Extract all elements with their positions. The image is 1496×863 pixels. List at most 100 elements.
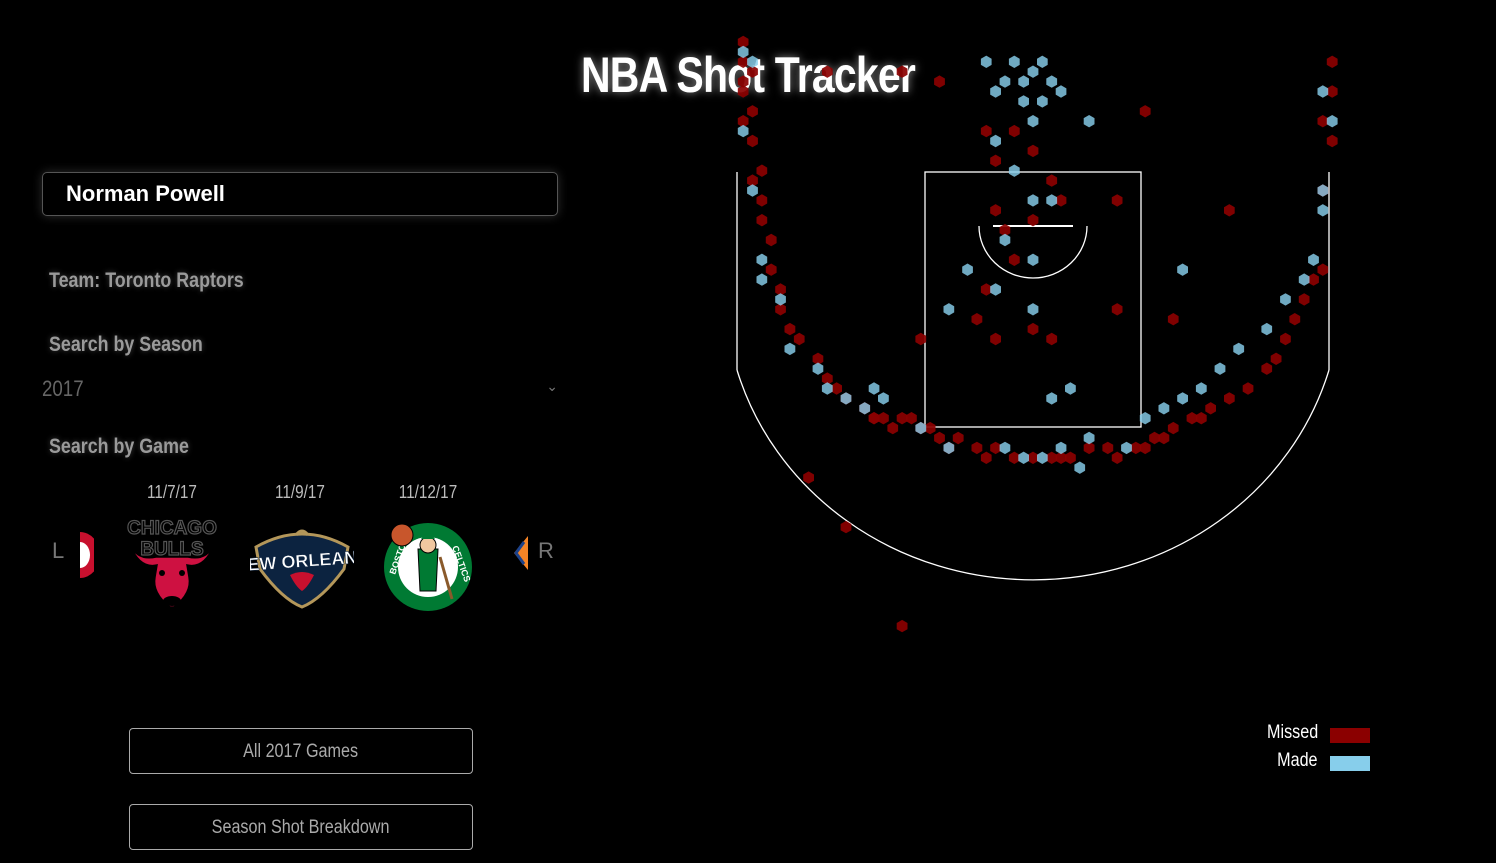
missed-shot-marker [747, 134, 758, 148]
missed-shot-marker [747, 174, 758, 187]
carousel-next-arrow[interactable]: R [538, 538, 554, 563]
missed-shot-marker [924, 421, 936, 435]
missed-shot-marker [999, 223, 1011, 237]
chevron-down-icon: ⌄ [546, 378, 558, 394]
missed-shot-marker [1224, 204, 1235, 217]
missed-shot-marker [1130, 441, 1142, 455]
restricted-area [978, 225, 1088, 279]
made-shot-marker [868, 382, 880, 395]
missed-shot-marker [1027, 214, 1039, 227]
missed-shot-marker [952, 431, 964, 445]
missed-shot-marker [1167, 313, 1179, 326]
page-title: NBA Shot Tracker [581, 47, 916, 103]
season-shot-breakdown-label: Season Shot Breakdown [212, 817, 390, 838]
missed-shot-marker [756, 214, 768, 227]
legend-missed-label: Missed [1266, 722, 1318, 743]
all-season-games-button[interactable]: All 2017 Games [129, 728, 473, 774]
missed-shot-marker [896, 619, 908, 633]
made-shot-marker [747, 184, 758, 197]
missed-shot-marker [868, 412, 880, 425]
season-select[interactable]: 2017 ⌄ [42, 372, 558, 406]
shot-markers [737, 35, 1338, 633]
missed-shot-marker [1317, 184, 1329, 197]
made-shot-marker [1261, 322, 1273, 336]
missed-shot-marker [1046, 174, 1058, 187]
made-shot-marker [1195, 382, 1207, 395]
missed-shot-marker [980, 451, 992, 464]
missed-shot-marker [1167, 421, 1179, 435]
missed-shot-marker [971, 313, 983, 326]
made-shot-marker [1046, 194, 1058, 207]
missed-shot-marker [1027, 144, 1039, 158]
made-shot-marker [784, 342, 796, 356]
missed-shot-marker [793, 332, 805, 346]
missed-shot-marker [812, 352, 824, 365]
team-label: Team: Toronto Raptors [49, 269, 244, 292]
missed-shot-marker [980, 124, 992, 138]
missed-shot-marker [1261, 362, 1273, 375]
missed-shot-marker [1102, 441, 1114, 455]
missed-shot-marker [747, 105, 758, 118]
missed-shot-marker [1326, 134, 1338, 148]
logo-text: CHICAGO [127, 518, 217, 539]
missed-shot-marker [821, 372, 833, 385]
made-shot-marker [1046, 392, 1058, 405]
made-shot-marker [990, 134, 1001, 148]
missed-shot-marker [1298, 293, 1310, 306]
game-card[interactable]: 11/7/17 CHICAGO BULLS [122, 482, 222, 615]
season-search-label: Search by Season [49, 333, 203, 356]
legend-missed: Missed [1250, 722, 1370, 744]
carousel-prev-arrow[interactable]: L [52, 538, 65, 563]
missed-shot-marker [1083, 441, 1095, 455]
missed-shot-marker [1046, 451, 1058, 464]
missed-shot-marker [1280, 332, 1291, 346]
missed-shot-marker [971, 441, 983, 455]
missed-shot-marker [934, 431, 945, 445]
made-shot-marker [1317, 204, 1329, 217]
missed-shot-marker [990, 332, 1001, 346]
missed-shot-marker [1317, 115, 1329, 128]
made-shot-marker [943, 303, 955, 316]
partial-team-logo-left [80, 532, 94, 578]
all-season-games-label: All 2017 Games [243, 741, 359, 762]
missed-shot-marker [1008, 451, 1020, 464]
made-shot-marker [990, 283, 1001, 296]
missed-shot-marker [756, 164, 768, 177]
made-shot-marker [1308, 253, 1319, 266]
missed-shot-marker [1242, 382, 1254, 395]
missed-shot-marker [1317, 263, 1329, 276]
missed-shot-marker [990, 441, 1001, 455]
game-date: 11/9/17 [275, 482, 325, 502]
game-card[interactable]: 11/12/17 BOSTON CELTICS [378, 482, 478, 615]
missed-shot-marker [1111, 303, 1123, 316]
boston-celtics-logo: BOSTON CELTICS [384, 523, 472, 611]
game-card[interactable]: 11/9/17 NEW ORLEANS [250, 482, 354, 615]
made-shot-marker [1158, 402, 1170, 415]
season-selected-value: 2017 [42, 376, 84, 401]
legend-made-label: Made [1277, 750, 1318, 771]
missed-shot-marker [1027, 451, 1039, 464]
missed-shot-marker [1008, 124, 1020, 138]
missed-shot-marker [1111, 194, 1123, 207]
missed-shot-marker [1205, 402, 1216, 415]
season-shot-breakdown-button[interactable]: Season Shot Breakdown [129, 804, 473, 850]
made-shot-marker [1008, 164, 1020, 177]
missed-shot-marker [887, 421, 899, 435]
made-shot-marker [756, 273, 768, 286]
made-shot-marker [1177, 263, 1188, 276]
player-search-input[interactable] [42, 172, 558, 216]
made-shot-marker [1214, 362, 1226, 375]
missed-shot-marker [756, 194, 768, 207]
missed-shot-marker [1270, 352, 1282, 365]
game-date: 11/12/17 [398, 482, 458, 502]
missed-shot-marker [915, 421, 927, 435]
made-shot-marker [999, 441, 1011, 455]
made-shot-marker [812, 362, 824, 375]
missed-shot-marker [943, 441, 955, 455]
made-shot-marker [1027, 194, 1039, 207]
missed-shot-marker [915, 332, 927, 346]
missed-shot-marker [906, 412, 917, 425]
made-shot-marker [915, 421, 927, 435]
missed-shot-marker [1111, 451, 1123, 464]
made-shot-marker [878, 392, 889, 405]
